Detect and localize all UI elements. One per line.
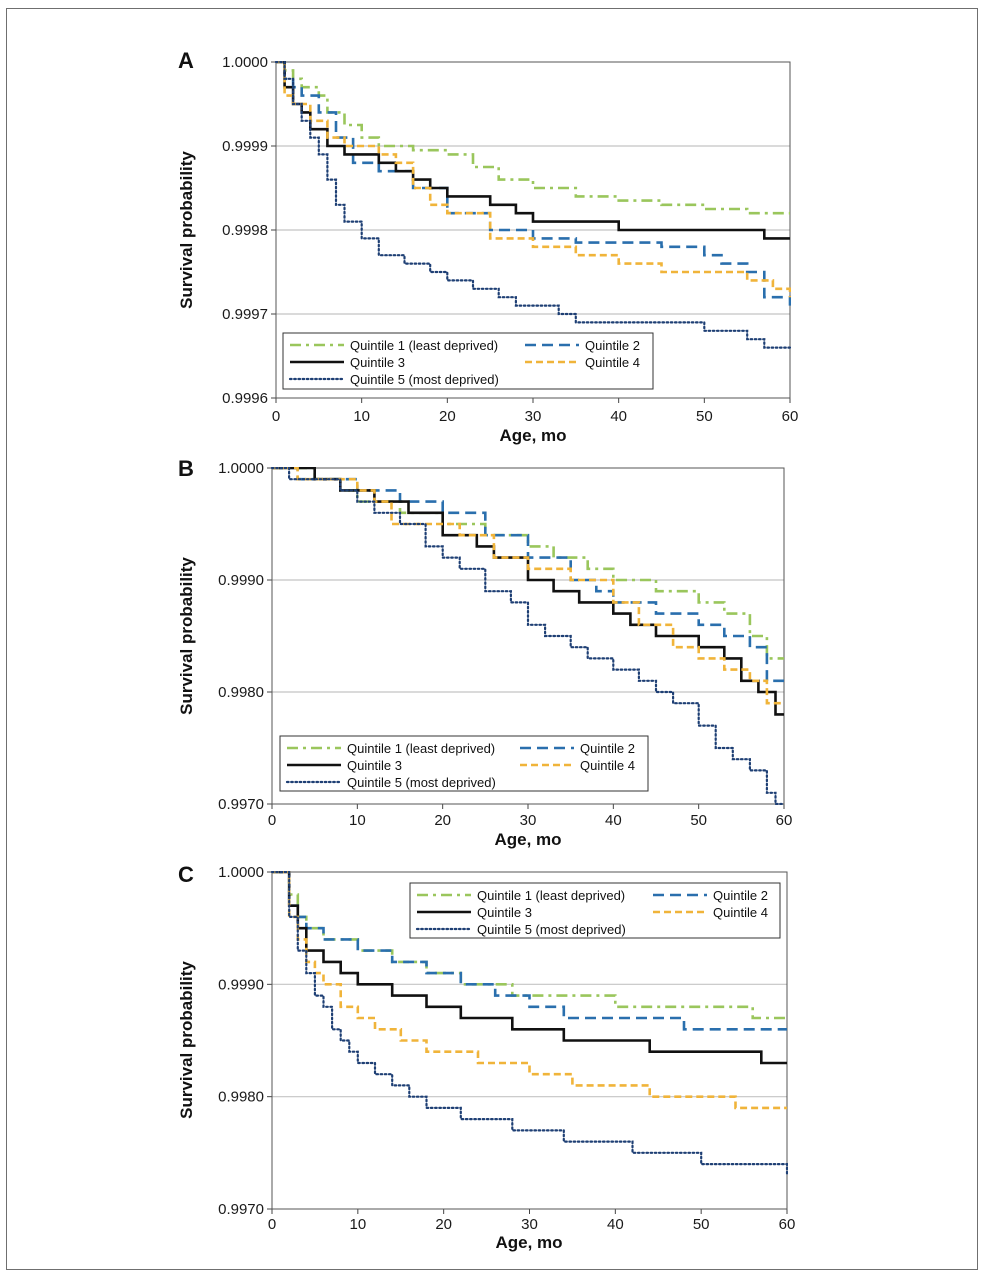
x-tick-label: 0 bbox=[268, 812, 276, 829]
series-line-quintile-4 bbox=[272, 467, 784, 705]
legend: Quintile 1 (least deprived) Quintile 2 Qui… bbox=[282, 332, 654, 390]
legend-label-quintile-3: Quintile 3 bbox=[350, 355, 405, 370]
plot-area bbox=[271, 467, 785, 805]
x-tick-label: 10 bbox=[353, 408, 370, 425]
legend-box bbox=[279, 735, 649, 792]
y-tick-label: 1.0000 bbox=[222, 54, 268, 71]
x-tick-label: 10 bbox=[349, 1216, 366, 1233]
legend-label-quintile-1: Quintile 1 (least deprived) bbox=[477, 888, 625, 903]
series-line-quintile-5 bbox=[275, 61, 791, 349]
legend-label-quintile-2: Quintile 2 bbox=[580, 741, 635, 756]
y-axis-title: Survival probability bbox=[177, 151, 196, 309]
x-tick-label: 60 bbox=[782, 408, 799, 425]
panel-letter: C bbox=[178, 862, 194, 887]
x-tick-label: 30 bbox=[520, 812, 537, 829]
y-axis-title: Survival probability bbox=[177, 961, 196, 1119]
series-line-quintile-5 bbox=[271, 871, 788, 1177]
x-tick-label: 20 bbox=[434, 812, 451, 829]
x-tick-label: 50 bbox=[690, 812, 707, 829]
legend-label-quintile-4: Quintile 4 bbox=[580, 758, 635, 773]
y-tick-label: 0.9990 bbox=[218, 976, 264, 993]
x-axis-title: Age, mo bbox=[495, 1233, 562, 1252]
figure-frame bbox=[6, 8, 978, 1270]
x-tick-label: 30 bbox=[525, 408, 542, 425]
series-line-quintile-5 bbox=[271, 467, 785, 805]
y-tick-label: 1.0000 bbox=[218, 460, 264, 477]
legend-label-quintile-2: Quintile 2 bbox=[585, 338, 640, 353]
series-line-quintile-2 bbox=[272, 871, 787, 1031]
y-axis-title: Survival probability bbox=[177, 557, 196, 715]
plot-area bbox=[275, 61, 791, 399]
y-tick-label: 0.9970 bbox=[218, 796, 264, 813]
x-tick-label: 60 bbox=[779, 1216, 796, 1233]
legend-label-quintile-5: Quintile 5 (most deprived) bbox=[350, 372, 499, 387]
legend-label-quintile-3: Quintile 3 bbox=[477, 905, 532, 920]
x-tick-label: 20 bbox=[435, 1216, 452, 1233]
series-line-quintile-3 bbox=[272, 467, 784, 716]
x-axis-title: Age, mo bbox=[494, 830, 561, 849]
legend-label-quintile-1: Quintile 1 (least deprived) bbox=[350, 338, 498, 353]
series-line-quintile-1 bbox=[276, 61, 790, 215]
legend-label-quintile-5: Quintile 5 (most deprived) bbox=[477, 922, 626, 937]
x-tick-label: 20 bbox=[439, 408, 456, 425]
series-line-quintile-4 bbox=[276, 61, 791, 298]
panel-letter: A bbox=[178, 48, 194, 73]
y-tick-label: 0.9980 bbox=[218, 1089, 264, 1106]
y-tick-label: 0.9980 bbox=[218, 684, 264, 701]
plot-area bbox=[271, 871, 788, 1210]
legend-label-quintile-3: Quintile 3 bbox=[347, 758, 402, 773]
legend-label-quintile-5: Quintile 5 (most deprived) bbox=[347, 775, 496, 790]
y-tick-label: 0.9996 bbox=[222, 390, 268, 407]
x-tick-label: 0 bbox=[268, 1216, 276, 1233]
legend: Quintile 1 (least deprived) Quintile 2 Qui… bbox=[409, 882, 781, 939]
y-tick-label: 1.0000 bbox=[218, 864, 264, 881]
x-axis-title: Age, mo bbox=[499, 426, 566, 445]
x-tick-label: 40 bbox=[607, 1216, 624, 1233]
x-tick-label: 40 bbox=[605, 812, 622, 829]
x-tick-label: 50 bbox=[693, 1216, 710, 1233]
series-line-quintile-1 bbox=[272, 467, 784, 660]
legend-label-quintile-4: Quintile 4 bbox=[585, 355, 640, 370]
series-line-quintile-4 bbox=[272, 871, 787, 1110]
legend-label-quintile-4: Quintile 4 bbox=[713, 905, 768, 920]
legend-box bbox=[282, 332, 654, 390]
x-tick-label: 50 bbox=[696, 408, 713, 425]
series-line-quintile-3 bbox=[276, 61, 790, 240]
x-tick-label: 40 bbox=[610, 408, 627, 425]
panel-letter: B bbox=[178, 456, 194, 481]
legend-label-quintile-2: Quintile 2 bbox=[713, 888, 768, 903]
x-tick-label: 10 bbox=[349, 812, 366, 829]
x-tick-label: 0 bbox=[272, 408, 280, 425]
y-tick-label: 0.9990 bbox=[218, 572, 264, 589]
y-tick-label: 0.9997 bbox=[222, 306, 268, 323]
x-tick-label: 60 bbox=[776, 812, 793, 829]
x-tick-label: 30 bbox=[521, 1216, 538, 1233]
legend-label-quintile-1: Quintile 1 (least deprived) bbox=[347, 741, 495, 756]
y-tick-label: 0.9970 bbox=[218, 1201, 264, 1218]
legend: Quintile 1 (least deprived) Quintile 2 Qui… bbox=[279, 735, 649, 792]
legend-box bbox=[409, 882, 781, 939]
y-tick-label: 0.9998 bbox=[222, 222, 268, 239]
y-tick-label: 0.9999 bbox=[222, 138, 268, 155]
